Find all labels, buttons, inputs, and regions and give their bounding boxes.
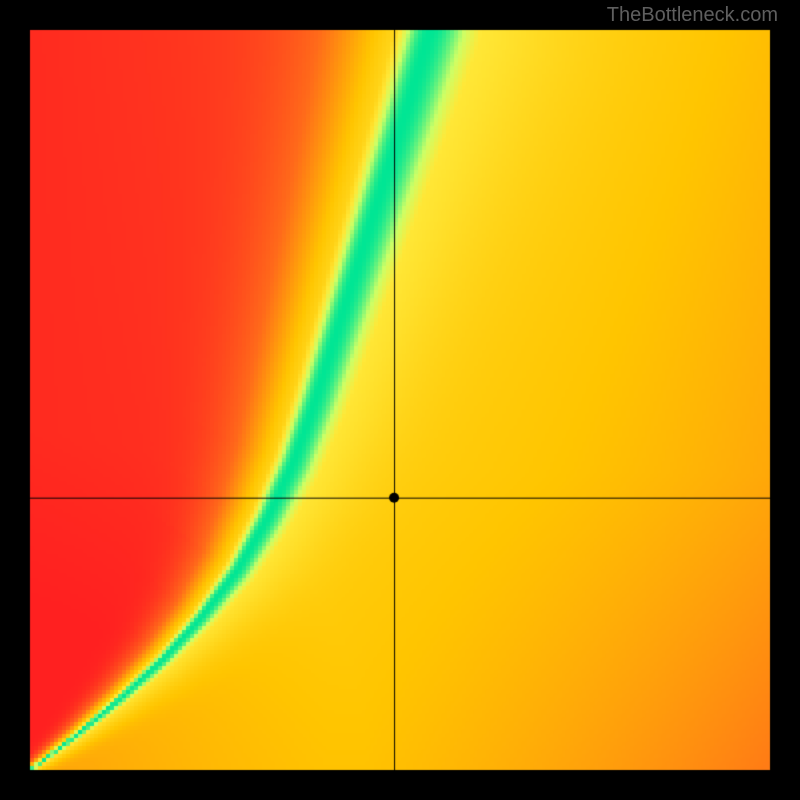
watermark-text: TheBottleneck.com: [607, 4, 778, 27]
chart-container: { "watermark": { "text": "TheBottleneck.…: [0, 0, 800, 800]
bottleneck-heatmap: [0, 0, 800, 800]
